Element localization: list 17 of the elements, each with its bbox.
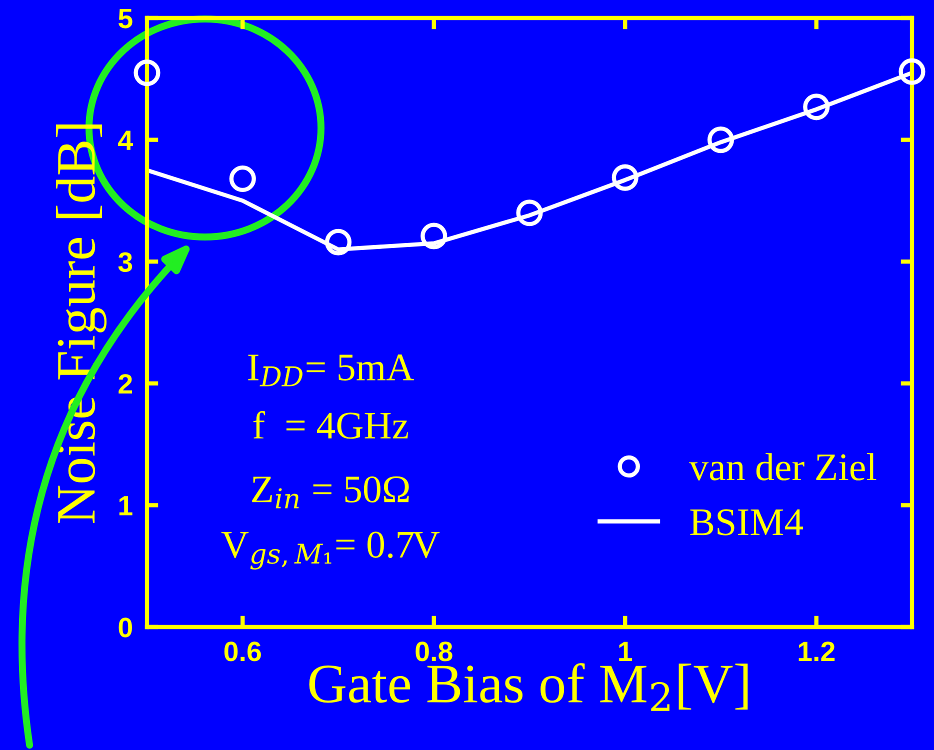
y-tick-label: 4 — [118, 130, 133, 150]
annotation: f = 4GHz — [253, 411, 408, 439]
x-tick-label: 1 — [619, 642, 632, 662]
legend-label: van der Ziel — [689, 453, 876, 480]
y-tick-label: 2 — [118, 374, 132, 394]
x-axis-title: Gate Bias of M$_{2}$[V] — [309, 663, 748, 711]
annotation: Z$_{in}$ = 50Ω — [252, 476, 409, 508]
y-tick-label: 3 — [118, 252, 132, 272]
x-tick-label: 1.2 — [798, 642, 835, 662]
y-tick-label: 0 — [118, 618, 132, 638]
x-tick-label: 0.6 — [224, 642, 261, 662]
x-tick-label: 0.8 — [416, 642, 452, 662]
annotation: I$_{DD}$= 5mA — [248, 354, 414, 386]
annotation: V$_{gs,M₁}$= 0.7V — [221, 532, 440, 570]
y-tick-label: 5 — [118, 8, 132, 28]
y-tick-label: 1 — [119, 496, 132, 516]
legend-label: BSIM4 — [690, 509, 804, 536]
